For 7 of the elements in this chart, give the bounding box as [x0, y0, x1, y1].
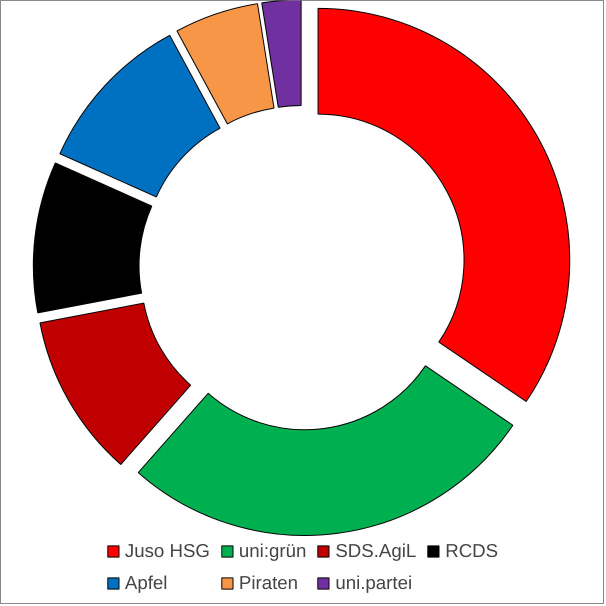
legend-label: Juso HSG: [124, 540, 210, 562]
legend-label: Apfel: [124, 572, 168, 594]
legend-label: uni.partei: [335, 572, 412, 594]
legend-label: Piraten: [238, 572, 298, 594]
legend-label: RCDS: [445, 540, 498, 562]
legend-label: uni:grün: [238, 540, 306, 562]
legend-label: SDS.AgiL: [335, 540, 416, 562]
